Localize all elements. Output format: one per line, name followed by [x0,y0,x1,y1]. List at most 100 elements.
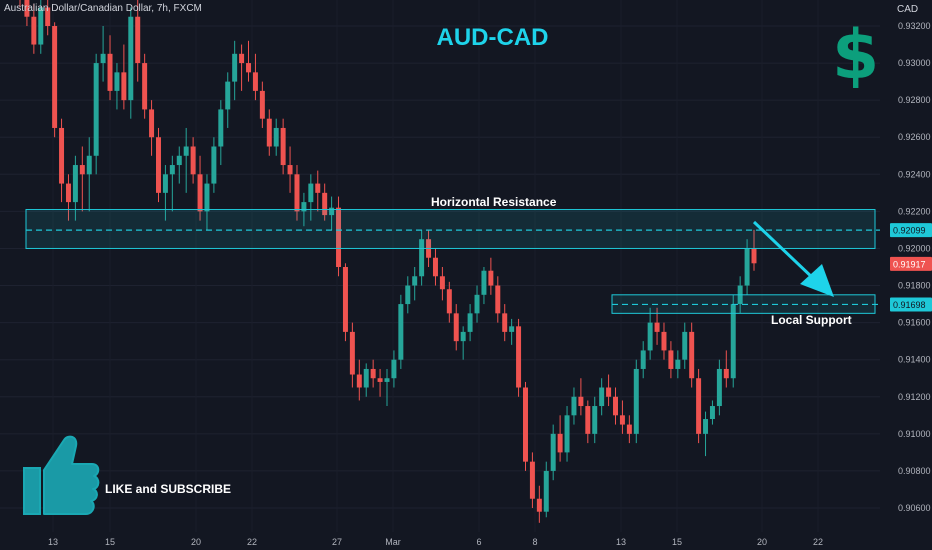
candle-body [647,322,653,351]
candle-body [391,359,397,379]
candle-body [135,16,141,64]
candle-body [405,285,411,305]
candle [38,0,44,54]
candle-body [606,387,612,397]
x-tick-label: 13 [48,537,58,547]
time-axis[interactable]: 13 15 20 22 27 Mar 6 8 13 15 20 22 [48,537,823,547]
currency-label: CAD [897,4,919,15]
candle-body [24,0,30,17]
candle [114,63,120,110]
candle-body [626,424,632,434]
candle-body [543,470,549,512]
candle-body [287,165,293,175]
candle [86,137,92,212]
candle [716,359,722,416]
candle [571,387,577,425]
candle-body [661,331,667,351]
like-subscribe-text: LIKE and SUBSCRIBE [105,482,232,496]
candle-body [45,7,51,26]
y-tick-label: 0.92400 [898,169,931,179]
candle [613,387,619,425]
candle [45,0,51,36]
resistance-price-tag-text: 0.92099 [893,226,926,236]
candle [342,263,348,342]
y-tick-label: 0.91200 [898,392,931,402]
candle-body [155,137,161,193]
thumbs-up-icon[interactable] [20,430,100,525]
candle [502,304,508,342]
candle-body [654,322,660,332]
candle-body [149,109,155,138]
candle-body [529,461,535,499]
candle [453,304,459,351]
candle-body [232,53,238,82]
candle-body [744,248,750,286]
candle [495,276,501,323]
candle-body [128,16,134,101]
candle-body [550,433,556,471]
candle-body [162,174,168,193]
candle [52,22,58,138]
x-tick-label: 8 [532,537,537,547]
candle [370,359,376,388]
candle-body [730,304,736,379]
candle [218,100,224,166]
candle-body [280,127,286,166]
candle [654,307,660,345]
candle-body [564,415,570,453]
candle [419,229,425,286]
candle-series [19,0,757,523]
y-tick-label: 0.93000 [898,58,931,68]
candle-body [169,165,175,175]
price-axis[interactable]: 0.93200 0.93000 0.92800 0.92600 0.92400 0.922… [890,21,932,513]
candle-body [412,276,418,286]
resistance-label: Horizontal Resistance [431,195,557,209]
support-label: Local Support [771,313,852,327]
y-tick-label: 0.90600 [898,503,931,513]
candle-body [246,63,252,73]
candle [398,294,404,369]
candle [481,267,487,305]
grid-lines [0,25,880,509]
candle-body [446,289,452,314]
candle-body [329,207,335,216]
candle-body [640,350,646,369]
candle [536,485,542,523]
candle-body [467,313,473,332]
candle [149,100,155,156]
candle-body [322,192,328,216]
dollar-icon: $ [832,16,880,95]
candle-body [522,387,528,462]
candle-body [682,331,688,360]
candle-body [114,72,120,91]
candle [703,411,709,457]
candle-body [342,267,348,332]
candle-body [31,16,37,45]
candle-body [308,183,314,203]
candle [391,350,397,388]
candle-body [336,207,342,267]
candle [522,381,528,471]
x-tick-label: 6 [476,537,481,547]
symbol-label: Australian Dollar/Canadian Dollar, 7h, F… [4,3,202,14]
candle [100,26,106,82]
candle-body [59,127,65,184]
arrow-head [800,264,834,297]
candle [356,359,362,401]
candle [661,322,667,360]
y-tick-label: 0.91400 [898,355,931,365]
candle [349,322,355,388]
candle-body [557,433,563,453]
candle [377,368,383,397]
candle [474,285,480,323]
candle-body [675,359,681,369]
candle [142,53,148,119]
candle-body [86,155,92,175]
candle [59,118,65,203]
candle [322,183,328,221]
candle [516,318,522,397]
candle [24,0,30,26]
candle-body [252,72,258,91]
candle [155,127,161,203]
